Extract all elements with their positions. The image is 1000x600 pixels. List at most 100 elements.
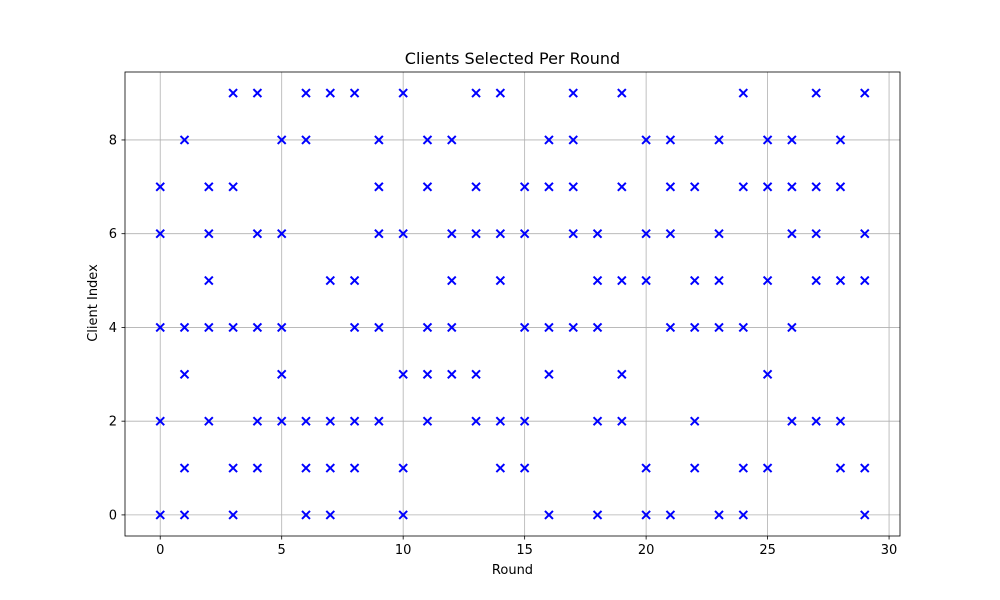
data-point xyxy=(592,228,603,239)
data-point xyxy=(860,88,870,98)
data-point xyxy=(374,135,384,145)
data-point xyxy=(738,510,749,520)
data-point xyxy=(447,135,457,145)
y-tick-label: 0 xyxy=(109,508,117,523)
data-point xyxy=(811,275,821,286)
data-point xyxy=(665,510,676,520)
data-point xyxy=(179,369,190,380)
data-point xyxy=(301,416,311,426)
data-point xyxy=(422,369,433,380)
data-point xyxy=(617,88,627,98)
data-point xyxy=(592,416,603,426)
data-point xyxy=(374,182,384,192)
y-tick-label: 6 xyxy=(109,227,117,242)
data-point xyxy=(592,322,603,333)
data-point xyxy=(252,416,263,426)
data-point xyxy=(592,275,603,286)
data-point xyxy=(544,510,554,520)
data-point xyxy=(422,322,433,333)
data-point xyxy=(495,88,506,98)
data-point xyxy=(762,135,773,145)
data-point xyxy=(276,228,287,239)
data-point xyxy=(665,322,676,333)
data-point xyxy=(325,510,335,520)
data-point xyxy=(325,463,335,473)
data-point xyxy=(592,510,603,520)
data-point xyxy=(398,228,408,239)
data-point xyxy=(276,322,287,333)
data-point xyxy=(204,228,214,239)
data-points xyxy=(155,88,870,520)
x-tick-label: 25 xyxy=(759,543,776,558)
data-point xyxy=(228,510,238,520)
data-point xyxy=(276,135,287,145)
x-tick-label: 5 xyxy=(278,543,286,558)
data-point xyxy=(422,416,433,426)
data-point xyxy=(519,228,530,239)
data-point xyxy=(519,416,530,426)
data-point xyxy=(495,463,506,473)
data-point xyxy=(811,182,821,192)
data-point xyxy=(374,322,384,333)
data-point xyxy=(447,369,457,380)
data-point xyxy=(422,182,433,192)
data-point xyxy=(860,228,870,239)
data-point xyxy=(447,322,457,333)
data-point xyxy=(811,228,821,239)
x-axis-label: Round xyxy=(492,563,533,578)
plot-frame xyxy=(124,71,901,537)
data-point xyxy=(349,275,360,286)
data-point xyxy=(325,416,335,426)
data-point xyxy=(447,228,457,239)
data-point xyxy=(835,416,846,426)
data-point xyxy=(641,135,651,145)
data-point xyxy=(495,416,506,426)
data-point xyxy=(714,275,724,286)
data-point xyxy=(398,463,408,473)
data-point xyxy=(617,416,627,426)
data-point xyxy=(325,88,335,98)
data-point xyxy=(835,135,846,145)
data-point xyxy=(398,369,408,380)
data-point xyxy=(762,463,773,473)
data-point xyxy=(155,322,165,333)
data-point xyxy=(860,275,870,286)
data-point xyxy=(617,369,627,380)
data-point xyxy=(155,510,165,520)
data-point xyxy=(204,182,214,192)
data-point xyxy=(301,463,311,473)
data-point xyxy=(568,182,578,192)
data-point xyxy=(374,228,384,239)
data-point xyxy=(738,463,749,473)
data-point xyxy=(204,416,214,426)
data-point xyxy=(447,275,457,286)
data-point xyxy=(835,182,846,192)
data-point xyxy=(835,463,846,473)
data-point xyxy=(762,369,773,380)
data-point xyxy=(179,135,190,145)
data-point xyxy=(544,369,554,380)
data-point xyxy=(641,228,651,239)
data-point xyxy=(690,182,700,192)
data-point xyxy=(349,416,360,426)
data-point xyxy=(787,416,797,426)
data-point xyxy=(860,510,870,520)
data-point xyxy=(204,275,214,286)
data-point xyxy=(228,182,238,192)
data-point xyxy=(349,88,360,98)
data-point xyxy=(471,88,481,98)
x-tick-label: 10 xyxy=(395,543,412,558)
data-point xyxy=(787,228,797,239)
data-point xyxy=(738,88,749,98)
data-point xyxy=(762,182,773,192)
data-point xyxy=(714,135,724,145)
data-point xyxy=(276,369,287,380)
data-point xyxy=(544,182,554,192)
data-point xyxy=(690,275,700,286)
data-point xyxy=(519,463,530,473)
data-point xyxy=(252,322,263,333)
data-point xyxy=(787,182,797,192)
data-point xyxy=(155,228,165,239)
y-tick-label: 8 xyxy=(109,133,117,148)
x-tick-label: 20 xyxy=(638,543,655,558)
